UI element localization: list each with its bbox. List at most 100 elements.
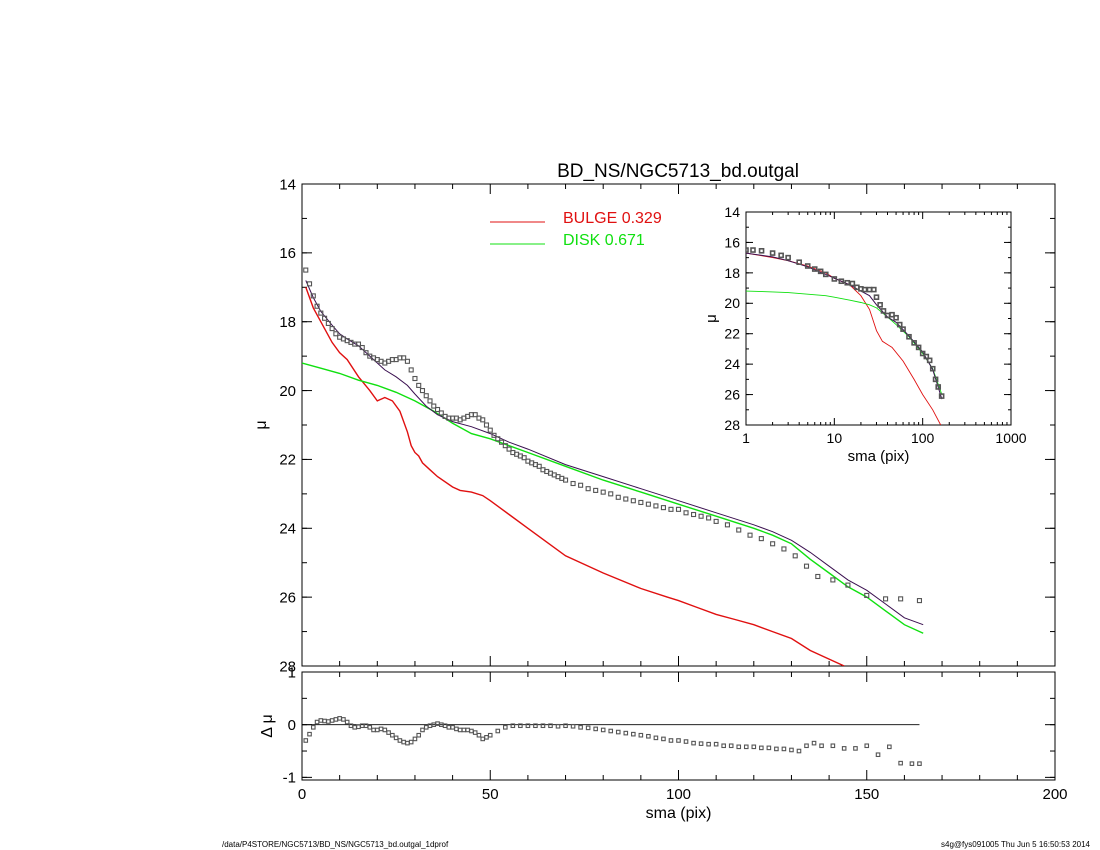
inset-observed-point bbox=[906, 333, 912, 340]
residual-residual-point bbox=[713, 741, 719, 747]
residual-residual-point bbox=[484, 735, 489, 740]
residual-residual-point bbox=[766, 745, 772, 751]
main-observed-point bbox=[355, 341, 362, 347]
main-observed-point bbox=[306, 281, 313, 287]
main-observed-point bbox=[724, 522, 730, 528]
inset-observed-point bbox=[849, 280, 856, 287]
main-observed-point bbox=[781, 546, 787, 552]
main-observed-point bbox=[416, 382, 422, 388]
main-observed-point bbox=[423, 393, 429, 399]
inset-observed-point bbox=[880, 308, 887, 314]
main-ytick-label: 20 bbox=[279, 383, 296, 400]
main-observed-point bbox=[736, 527, 742, 533]
residual-residual-point bbox=[864, 743, 870, 749]
main-observed-point bbox=[864, 592, 870, 598]
residual-residual-point bbox=[853, 746, 858, 751]
inset-xlabel: sma (pix) bbox=[848, 448, 910, 465]
main-observed-point bbox=[536, 463, 542, 469]
inset-observed-points bbox=[746, 247, 945, 399]
residual-residual-point bbox=[593, 726, 598, 732]
residual-residual-point bbox=[600, 727, 606, 733]
inset-observed-point bbox=[915, 344, 922, 351]
residual-series-layer bbox=[303, 716, 922, 766]
residual-residual-point bbox=[676, 738, 681, 743]
main-observed-point bbox=[630, 498, 636, 504]
main-observed-point bbox=[359, 344, 365, 351]
main-observed-point bbox=[803, 563, 810, 569]
main-observed-point bbox=[845, 582, 851, 588]
inset-ylabel: μ bbox=[703, 314, 720, 323]
residual-ytick-label: 0 bbox=[288, 717, 296, 734]
main-observed-point bbox=[815, 573, 821, 580]
inset-observed-point bbox=[893, 314, 899, 321]
main-observed-point bbox=[615, 494, 621, 500]
inset-observed-point bbox=[796, 259, 802, 266]
residual-residual-point bbox=[875, 752, 881, 758]
residual-residual-point bbox=[359, 723, 365, 729]
main-observed-point bbox=[506, 446, 512, 452]
inset-observed-point bbox=[919, 350, 926, 357]
chart-title: BD_NS/NGC5713_bd.outgal bbox=[557, 161, 799, 182]
inset-observed-point bbox=[938, 393, 945, 399]
residual-residual-point bbox=[563, 723, 568, 729]
main-observed-point bbox=[314, 303, 320, 309]
main-observed-point bbox=[608, 491, 614, 497]
residual-residual-point bbox=[337, 716, 342, 721]
residual-residual-point bbox=[751, 744, 757, 750]
residual-residual-point bbox=[540, 723, 546, 729]
residual-residual-point bbox=[314, 719, 320, 725]
residual-residual-point bbox=[533, 723, 538, 729]
footer-stamp: s4g@fys091005 Thu Jun 5 16:50:53 2014 bbox=[941, 840, 1090, 849]
main-series-layer bbox=[302, 267, 924, 666]
residual-residual-point bbox=[469, 728, 474, 734]
inset-ytick-label: 16 bbox=[724, 234, 740, 250]
inset-observed-point bbox=[822, 271, 829, 278]
residual-residual-point bbox=[333, 717, 339, 722]
main-panel: 14 16 18 20 22 24 26 28 μ bbox=[253, 176, 1056, 675]
inset-observed-point bbox=[831, 276, 838, 282]
residual-residual-point bbox=[841, 746, 847, 751]
residual-residual-point bbox=[796, 748, 802, 754]
inset-ytick-label: 22 bbox=[724, 326, 740, 342]
residual-residual-point bbox=[390, 732, 395, 738]
inset-observed-point bbox=[778, 252, 784, 259]
residual-xtick-label: 200 bbox=[1042, 786, 1067, 803]
main-observed-point bbox=[645, 501, 651, 507]
residual-residual-point bbox=[819, 743, 824, 749]
inset-observed-point bbox=[932, 376, 939, 383]
residual-residual-point bbox=[401, 739, 406, 745]
residual-residual-point bbox=[465, 727, 470, 733]
main-ytick-label: 14 bbox=[279, 176, 296, 193]
inset-xtick-label: 100 bbox=[911, 430, 935, 446]
residual-residual-point bbox=[405, 740, 410, 746]
residual-residual-point bbox=[759, 745, 764, 751]
residual-residual-point bbox=[487, 732, 493, 738]
main-observed-point bbox=[830, 577, 836, 583]
residual-residual-point bbox=[367, 725, 373, 730]
inset-observed-point bbox=[817, 268, 824, 275]
main-observed-point bbox=[483, 422, 490, 428]
main-observed-point bbox=[758, 536, 764, 542]
residual-residual-point bbox=[412, 736, 418, 742]
inset-observed-point bbox=[750, 247, 756, 253]
residual-residual-point bbox=[736, 744, 742, 750]
residual-residual-point bbox=[472, 730, 478, 735]
main-observed-point bbox=[698, 513, 704, 519]
main-observed-point bbox=[578, 482, 584, 488]
residual-residual-point bbox=[420, 727, 425, 733]
main-observed-point bbox=[427, 398, 433, 404]
inset-xtick-label: 10 bbox=[827, 430, 843, 446]
inset-observed-point bbox=[785, 254, 791, 261]
inset-observed-point bbox=[746, 247, 749, 253]
residual-residual-point bbox=[631, 731, 636, 737]
inset-ytick-label: 24 bbox=[724, 356, 740, 372]
residual-residual-point bbox=[326, 719, 331, 724]
inset-observed-point bbox=[873, 294, 880, 301]
main-observed-point bbox=[916, 598, 923, 604]
residual-residual-point bbox=[578, 725, 583, 730]
main-observed-point bbox=[792, 553, 798, 559]
inset-observed-point bbox=[838, 278, 845, 285]
main-observed-point bbox=[363, 350, 369, 356]
main-observed-point bbox=[691, 511, 697, 518]
main-observed-point bbox=[333, 331, 339, 337]
